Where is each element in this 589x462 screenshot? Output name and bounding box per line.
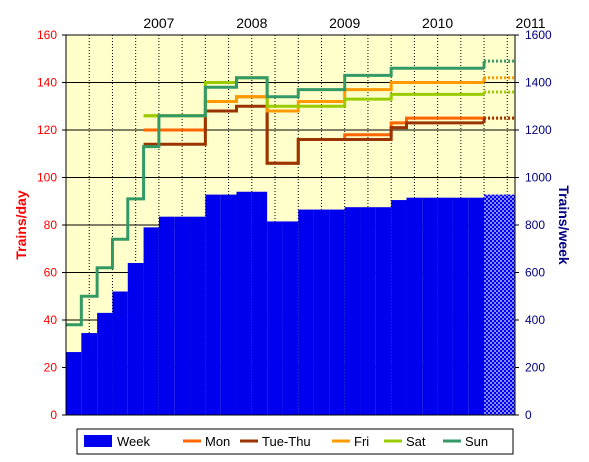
week-bar	[468, 197, 485, 415]
week-bar	[143, 227, 159, 415]
right-tick-label: 1000	[525, 171, 552, 185]
legend-label-sat: Sat	[406, 434, 426, 449]
right-tick-label: 800	[525, 218, 545, 232]
week-bar	[422, 197, 438, 415]
x-tick-label: 2011	[515, 15, 545, 31]
right-axis-ticks: 0 200 400 600 800 1000 1200 1400 1600	[515, 28, 552, 422]
legend-label-week: Week	[117, 434, 150, 449]
legend-swatch-week	[84, 435, 112, 447]
week-bars	[66, 191, 515, 415]
week-bar	[112, 291, 128, 415]
line-sun	[66, 66, 485, 327]
week-bar	[452, 197, 469, 415]
week-bar	[344, 207, 361, 415]
legend-label-tue-thu: Tue-Thu	[262, 434, 311, 449]
week-bar	[66, 352, 82, 415]
week-bar	[298, 209, 314, 415]
week-bar	[267, 221, 283, 415]
week-bar	[360, 207, 376, 415]
week-bar	[81, 333, 98, 415]
left-axis-ticks: 0 20 40 60 80 100 120 140 160	[37, 28, 66, 422]
right-tick-label: 600	[525, 266, 545, 280]
week-bar	[329, 209, 345, 415]
left-tick-label: 20	[44, 361, 58, 375]
left-tick-label: 40	[44, 313, 58, 327]
left-axis-label: Trains/day	[13, 190, 29, 259]
week-bar	[391, 200, 407, 415]
week-bar	[205, 194, 221, 415]
week-bar	[375, 207, 392, 415]
x-tick-label: 2008	[236, 15, 267, 31]
left-tick-label: 100	[37, 171, 57, 185]
right-tick-label: 400	[525, 313, 545, 327]
right-axis-label: Trains/week	[556, 185, 572, 265]
week-bar	[499, 194, 515, 415]
x-tick-label: 2007	[143, 15, 174, 31]
week-bar	[97, 312, 113, 415]
week-bar	[437, 197, 453, 415]
x-tick-label: 2009	[329, 15, 360, 31]
left-tick-label: 0	[50, 408, 57, 422]
week-bar	[236, 191, 252, 415]
week-bar	[158, 216, 175, 415]
week-bar	[313, 209, 330, 415]
daily-lines	[66, 59, 515, 327]
right-tick-label: 1400	[525, 76, 552, 90]
week-bar	[251, 191, 268, 415]
week-bar	[127, 263, 144, 415]
left-tick-label: 160	[37, 28, 57, 42]
legend-label-fri: Fri	[354, 434, 369, 449]
right-tick-label: 1200	[525, 123, 552, 137]
legend-box	[76, 428, 514, 455]
x-tick-label: 2010	[422, 15, 453, 31]
left-tick-label: 80	[44, 218, 58, 232]
week-bar	[484, 194, 500, 415]
x-tick-labels: 2007 2008 2009 2010 2011	[143, 15, 545, 31]
week-bar	[174, 216, 191, 415]
legend-label-sun: Sun	[465, 434, 488, 449]
right-tick-label: 1600	[525, 28, 552, 42]
legend-label-mon: Mon	[205, 434, 230, 449]
left-tick-label: 120	[37, 123, 57, 137]
week-bar	[282, 221, 299, 415]
right-tick-label: 0	[525, 408, 532, 422]
week-bar	[406, 197, 423, 415]
legend: Week Mon Tue-Thu Fri Sat Sun	[76, 428, 514, 455]
week-bar	[220, 194, 237, 415]
right-tick-label: 200	[525, 361, 545, 375]
left-tick-label: 140	[37, 76, 57, 90]
week-bar	[190, 216, 206, 415]
line-tue-thu	[143, 104, 485, 165]
left-tick-label: 60	[44, 266, 58, 280]
